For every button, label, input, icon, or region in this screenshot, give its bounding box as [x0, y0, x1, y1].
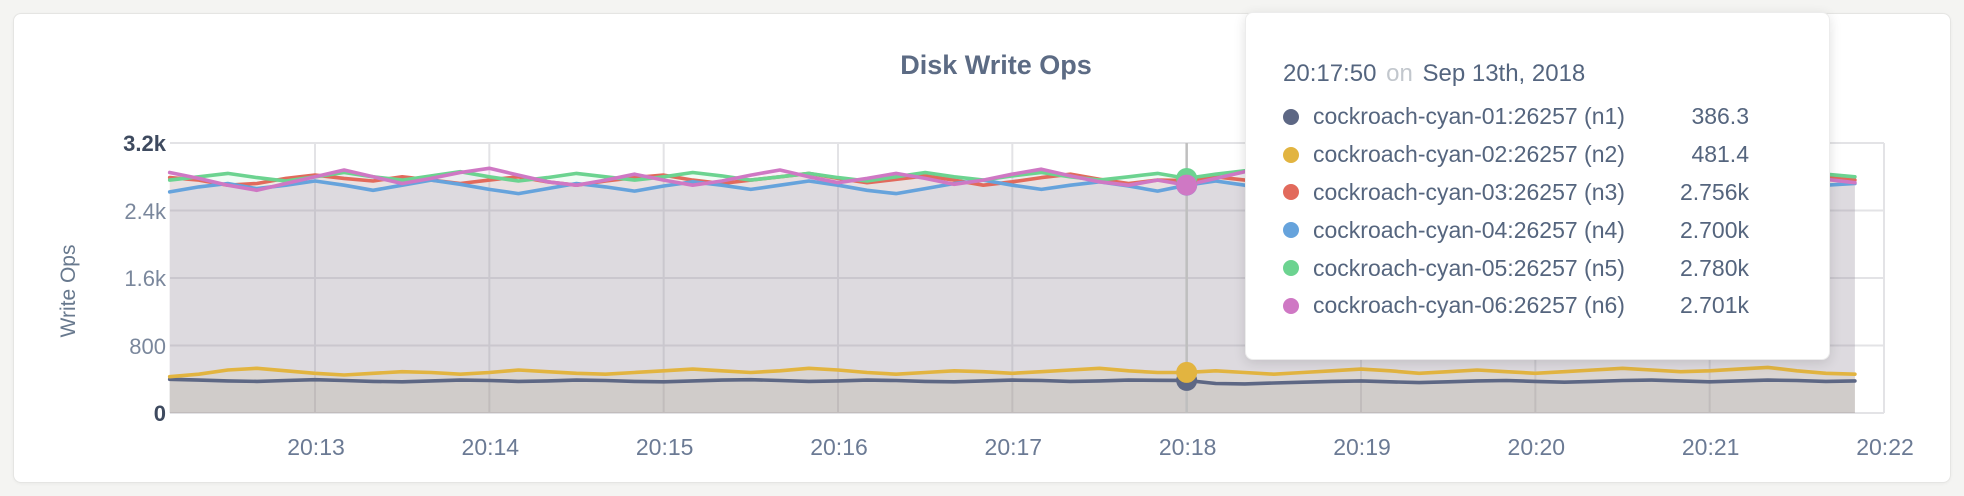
hover-point-dot[interactable] — [1176, 174, 1198, 196]
series-line[interactable] — [167, 365, 1857, 379]
tooltip-on-word: on — [1386, 60, 1413, 87]
hover-tooltip: 20:17:50 on Sep 13th, 2018 cockroach-cya… — [1245, 12, 1830, 360]
tooltip-series-value: 2.701k — [1679, 292, 1749, 319]
x-tick-label: 20:14 — [461, 434, 520, 460]
hover-point-dot[interactable] — [1176, 361, 1198, 383]
x-tick-label: 20:13 — [287, 434, 345, 460]
tooltip-row: cockroach-cyan-02:26257 (n2) 481.4 — [1283, 136, 1749, 174]
tooltip-row: cockroach-cyan-05:26257 (n5) 2.780k — [1283, 249, 1749, 287]
x-tick-label: 20:19 — [1333, 434, 1391, 460]
y-tick-label: 2.4k — [124, 198, 166, 224]
x-tick-label: 20:22 — [1856, 434, 1914, 460]
x-tick-label: 20:18 — [1158, 434, 1217, 460]
tooltip-row: cockroach-cyan-01:26257 (n1) 386.3 — [1283, 98, 1749, 136]
x-tick-label: 20:16 — [810, 434, 868, 460]
tooltip-row: cockroach-cyan-04:26257 (n4) 2.700k — [1283, 211, 1749, 249]
series-color-dot-icon — [1283, 260, 1299, 277]
tooltip-series-label: cockroach-cyan-02:26257 (n2) — [1313, 141, 1625, 168]
series-color-dot-icon — [1283, 184, 1299, 201]
y-tick-label: 3.2k — [123, 131, 166, 156]
x-tick-label: 20:21 — [1681, 434, 1740, 460]
tooltip-date: Sep 13th, 2018 — [1422, 60, 1586, 87]
hover-dots — [1176, 167, 1198, 391]
series-area — [169, 379, 1855, 413]
x-tick-label: 20:17 — [984, 434, 1043, 460]
tooltip-series-label: cockroach-cyan-04:26257 (n4) — [1313, 216, 1625, 243]
tooltip-rows: cockroach-cyan-01:26257 (n1) 386.3 cockroa… — [1283, 98, 1749, 325]
tooltip-series-value: 2.756k — [1679, 178, 1749, 205]
tooltip-series-label: cockroach-cyan-05:26257 (n5) — [1313, 254, 1625, 281]
x-tick-label: 20:20 — [1507, 434, 1566, 460]
series-color-dot-icon — [1283, 108, 1299, 125]
tooltip-series-value: 2.780k — [1679, 254, 1749, 281]
tooltip-series-label: cockroach-cyan-06:26257 (n6) — [1313, 292, 1625, 319]
series-color-dot-icon — [1283, 297, 1299, 314]
tooltip-series-label: cockroach-cyan-01:26257 (n1) — [1313, 103, 1625, 130]
chart-title: Disk Write Ops — [900, 50, 1092, 80]
y-tick-label: 1.6k — [124, 266, 166, 291]
series-color-dot-icon — [1283, 222, 1299, 239]
tooltip-series-value: 386.3 — [1691, 103, 1749, 130]
tooltip-series-value: 2.700k — [1679, 216, 1749, 243]
series-color-dot-icon — [1283, 146, 1299, 163]
tooltip-series-value: 481.4 — [1691, 141, 1749, 168]
tooltip-row: cockroach-cyan-03:26257 (n3) 2.756k — [1283, 174, 1749, 212]
y-tick-label: 0 — [153, 401, 166, 426]
x-tick-label: 20:15 — [635, 434, 694, 460]
series-line[interactable] — [167, 377, 1857, 386]
tooltip-series-label: cockroach-cyan-03:26257 (n3) — [1313, 178, 1625, 205]
tooltip-row: cockroach-cyan-06:26257 (n6) 2.701k — [1283, 287, 1749, 325]
tooltip-time: 20:17:50 — [1283, 60, 1377, 87]
tooltip-header: 20:17:50 on Sep 13th, 2018 — [1283, 59, 1749, 89]
y-tick-label: 800 — [129, 333, 166, 359]
